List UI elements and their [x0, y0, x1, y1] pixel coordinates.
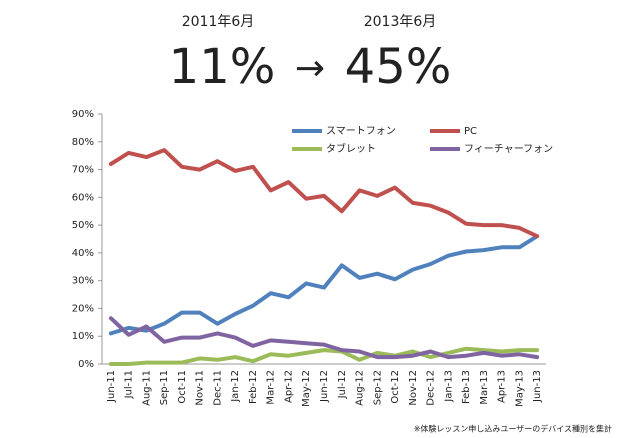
- y-tick-label: 70%: [72, 165, 94, 176]
- x-tick-label: Sep-11: [159, 370, 170, 405]
- series-line: [108, 346, 540, 366]
- x-tick-label: Jun-11: [106, 370, 117, 403]
- x-tick-label: Oct-11: [177, 370, 188, 404]
- x-tick-label: Feb-12: [248, 370, 259, 404]
- y-tick-label: 20%: [72, 303, 94, 314]
- x-tick-label: Apr-13: [497, 370, 508, 403]
- x-tick-label: Jul-11: [124, 370, 135, 399]
- x-tick-label: Nov-11: [195, 370, 206, 406]
- x-tick-label: Sep-12: [372, 370, 383, 405]
- y-tick-label: 50%: [72, 220, 94, 231]
- x-tick-label: Jul-12: [337, 370, 348, 399]
- from-value: 11%: [169, 39, 276, 95]
- to-value: 45%: [345, 39, 452, 95]
- from-label: 2011年6月: [182, 14, 255, 30]
- legend-label: フィーチャーフォン: [464, 143, 553, 155]
- arrow: →: [295, 48, 325, 89]
- x-tick-label: May-13: [514, 370, 525, 407]
- x-tick-label: Jan-13: [443, 370, 454, 403]
- x-tick-label: Jan-12: [230, 370, 241, 403]
- x-tick-label: Mar-12: [266, 370, 277, 405]
- x-tick-label: Aug-11: [141, 370, 152, 406]
- x-tick-label: Apr-12: [283, 370, 294, 403]
- y-tick-label: 10%: [72, 331, 94, 342]
- y-tick-label: 80%: [72, 137, 94, 148]
- x-tick-label: Jun-12: [319, 370, 330, 403]
- x-tick-label: Jun-13: [532, 370, 543, 403]
- x-tick-label: Dec-11: [212, 370, 223, 406]
- y-tick-label: 90%: [72, 109, 94, 120]
- to-label: 2013年6月: [364, 14, 437, 30]
- y-tick-label: 30%: [72, 276, 94, 287]
- x-tick-label: Dec-12: [426, 370, 437, 406]
- y-tick-label: 60%: [72, 192, 94, 203]
- y-tick-label: 0%: [78, 359, 94, 370]
- legend-label: タブレット: [326, 142, 376, 155]
- legend-label: スマートフォン: [326, 126, 396, 137]
- legend-label: PC: [464, 126, 477, 137]
- series-line: [108, 234, 540, 336]
- x-tick-label: Mar-13: [479, 370, 490, 405]
- series-line: [108, 316, 540, 360]
- y-tick-label: 40%: [72, 248, 94, 259]
- x-tick-label: Nov-12: [408, 370, 419, 406]
- note: ※体験レッスン申し込みユーザーのデバイス種別を集計: [414, 424, 612, 434]
- series-line: [108, 148, 540, 239]
- x-tick-label: Aug-12: [355, 370, 366, 406]
- x-tick-label: Feb-13: [461, 370, 472, 404]
- x-tick-label: May-12: [301, 370, 312, 407]
- x-tick-label: Oct-12: [390, 370, 401, 404]
